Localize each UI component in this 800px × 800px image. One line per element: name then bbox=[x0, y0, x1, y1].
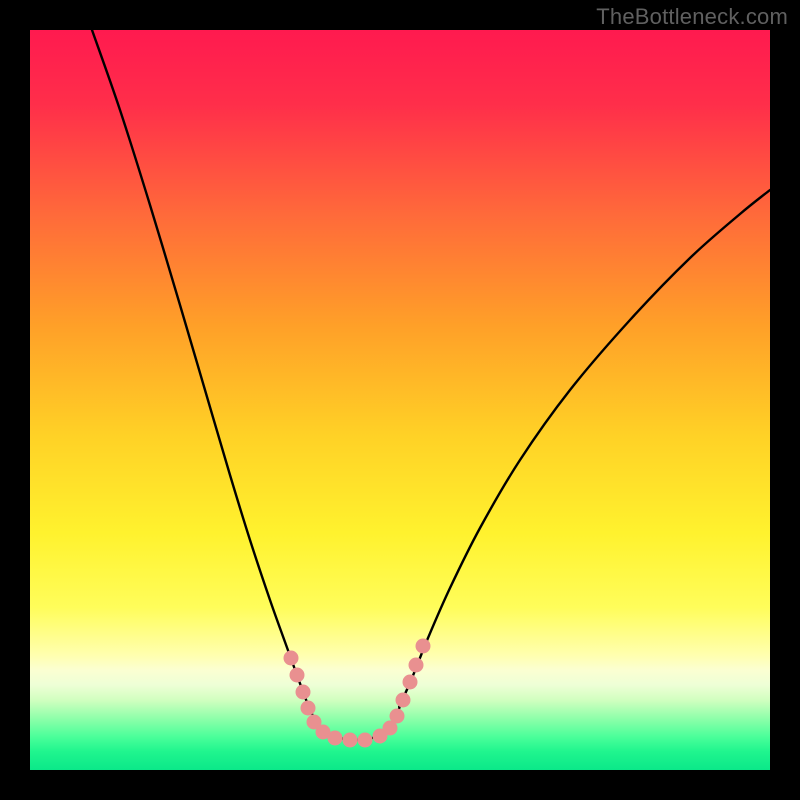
trough-marker bbox=[301, 701, 316, 716]
trough-marker bbox=[403, 675, 418, 690]
plot-area bbox=[30, 30, 770, 770]
trough-marker bbox=[396, 693, 411, 708]
watermark-text: TheBottleneck.com bbox=[596, 4, 788, 30]
bottleneck-chart bbox=[30, 30, 770, 770]
trough-marker bbox=[390, 709, 405, 724]
trough-marker bbox=[328, 731, 343, 746]
trough-marker bbox=[284, 651, 299, 666]
trough-marker bbox=[358, 733, 373, 748]
trough-marker bbox=[343, 733, 358, 748]
gradient-background bbox=[30, 30, 770, 770]
trough-marker bbox=[290, 668, 305, 683]
trough-marker bbox=[416, 639, 431, 654]
trough-marker bbox=[296, 685, 311, 700]
chart-frame: TheBottleneck.com bbox=[0, 0, 800, 800]
trough-marker bbox=[409, 658, 424, 673]
